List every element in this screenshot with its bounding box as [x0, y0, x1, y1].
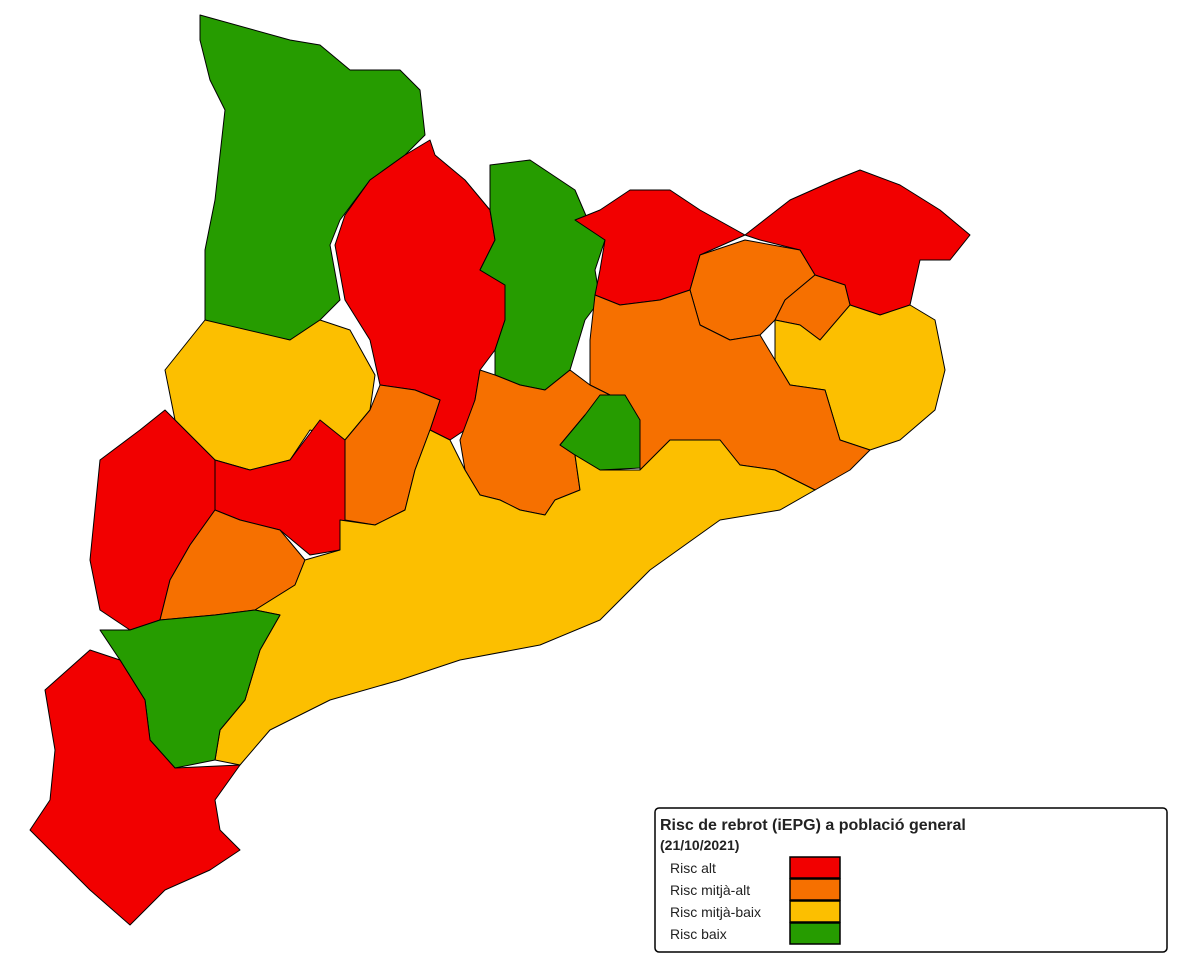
legend-label: Risc baix [670, 926, 727, 942]
region [199, 14, 426, 341]
legend-subtitle: (21/10/2021) [660, 837, 739, 853]
legend-title: Risc de rebrot (iEPG) a població general [660, 817, 966, 834]
legend-swatch [789, 856, 841, 879]
legend-box [654, 807, 1168, 953]
regions [29, 14, 971, 926]
legend-label: Risc mitjà-baix [670, 904, 761, 920]
legend: Risc de rebrot (iEPG) a població general… [654, 807, 1168, 953]
legend-label: Risc mitjà-alt [670, 882, 750, 898]
legend-swatch [789, 878, 841, 901]
legend-swatch [789, 900, 841, 923]
legend-swatch [789, 922, 841, 945]
legend-items: Risc alt Risc mitjà-alt Risc mitjà-baix Ris… [670, 856, 841, 945]
legend-label: Risc alt [670, 860, 716, 876]
region [29, 649, 241, 926]
region [479, 159, 606, 391]
